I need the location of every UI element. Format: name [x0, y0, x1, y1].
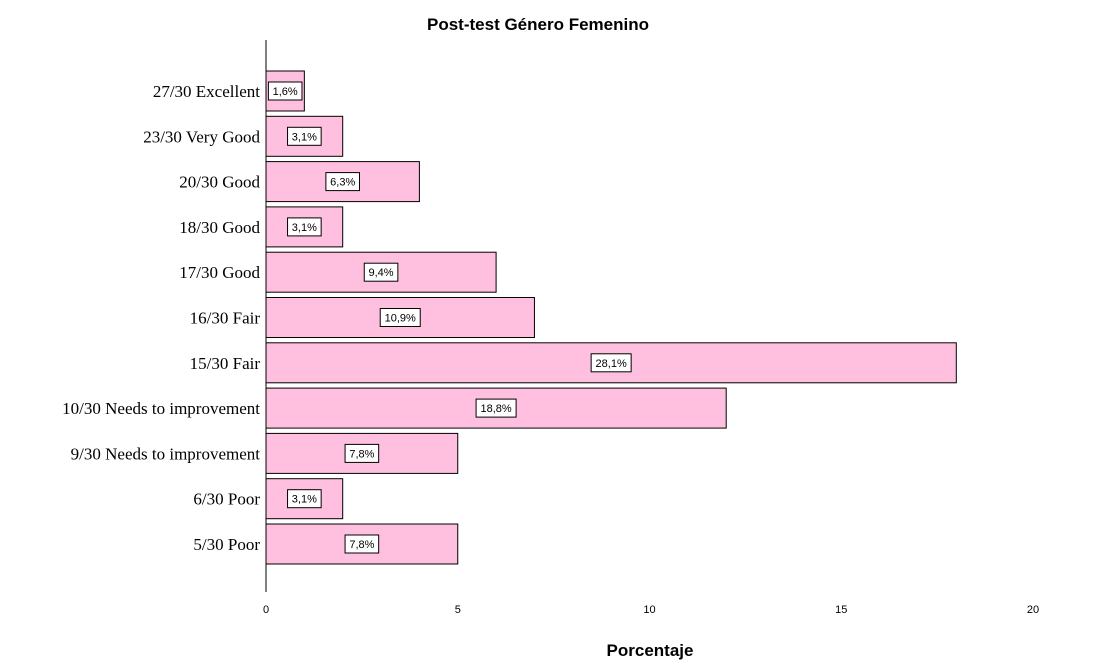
data-label-box	[267, 81, 303, 101]
category-label: 10/30 Needs to improvement	[62, 399, 260, 418]
data-label-box	[287, 489, 322, 509]
chart-title: Post-test Género Femenino	[427, 15, 649, 34]
data-label-text: 9,4%	[369, 267, 394, 279]
category-label: 16/30 Fair	[190, 309, 261, 328]
data-label: 28,1%	[590, 353, 632, 373]
category-label: 20/30 Good	[179, 173, 260, 192]
data-label: 3,1%	[287, 217, 322, 237]
category-label: 17/30 Good	[179, 263, 260, 282]
category-label: 5/30 Poor	[193, 535, 260, 554]
data-label-text: 18,8%	[480, 403, 511, 415]
data-label-text: 3,1%	[292, 494, 317, 506]
category-labels: 27/30 Excellent 23/30 Very Good 20/30 Good…	[62, 82, 260, 554]
data-label-box	[344, 443, 380, 463]
data-label-text: 3,1%	[292, 222, 317, 234]
data-labels: 1,6% 3,1% 6,3% 3,1% 9,4% 10,9% 28,1% 18,8% 7,8% 3…	[267, 81, 632, 554]
data-label-box	[287, 126, 322, 146]
data-label-box	[344, 534, 380, 554]
data-label-text: 28,1%	[596, 358, 627, 370]
data-label: 7,8%	[344, 534, 380, 554]
category-label: 18/30 Good	[179, 218, 260, 237]
category-label: 23/30 Very Good	[143, 127, 260, 146]
data-label-text: 3,1%	[292, 131, 317, 143]
data-label-box	[325, 172, 360, 192]
category-label: 15/30 Fair	[190, 354, 261, 373]
data-label: 1,6%	[267, 81, 303, 101]
x-axis-ticks: 0 5 10 15 20	[263, 604, 1039, 616]
data-label: 9,4%	[363, 262, 399, 282]
data-label-text: 10,9%	[385, 313, 416, 325]
data-label: 3,1%	[287, 489, 322, 509]
x-tick-label: 20	[1027, 604, 1039, 616]
data-label-box	[363, 262, 399, 282]
data-label-box	[379, 308, 421, 327]
data-label-box	[590, 353, 632, 373]
data-label-text: 1,6%	[273, 86, 298, 98]
data-label: 7,8%	[344, 443, 380, 463]
x-tick-label: 10	[643, 604, 655, 616]
data-label: 10,9%	[379, 308, 421, 327]
data-label-box	[475, 398, 517, 418]
data-label: 18,8%	[475, 398, 517, 418]
data-label-box	[287, 217, 322, 237]
category-label: 6/30 Poor	[193, 490, 260, 509]
x-tick-label: 5	[455, 604, 461, 616]
category-label: 9/30 Needs to improvement	[71, 444, 261, 463]
data-label: 6,3%	[325, 172, 360, 192]
x-tick-label: 15	[835, 604, 847, 616]
data-label: 3,1%	[287, 126, 322, 146]
data-label-text: 6,3%	[330, 177, 355, 189]
x-tick-label: 0	[263, 604, 269, 616]
category-label: 27/30 Excellent	[153, 82, 260, 101]
x-axis-label: Porcentaje	[607, 641, 694, 660]
data-label-text: 7,8%	[349, 448, 374, 460]
bars-layer	[265, 70, 957, 565]
data-label-text: 7,8%	[349, 539, 374, 551]
